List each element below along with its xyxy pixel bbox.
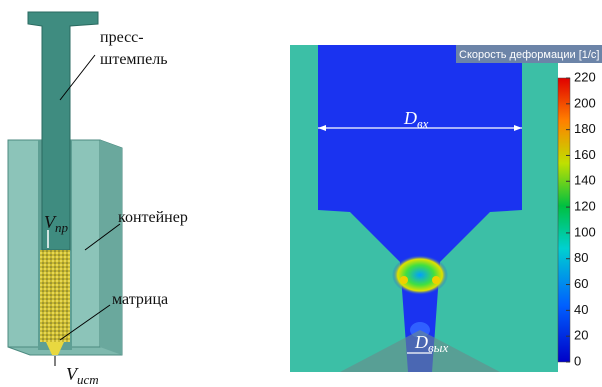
colorbar-tick-label: 220 bbox=[574, 69, 596, 84]
container-label: контейнер bbox=[118, 209, 188, 226]
colorbar-tick-label: 180 bbox=[574, 121, 596, 136]
colorbar-title: Скорость деформации [1/с] bbox=[459, 49, 600, 61]
colorbar-tick-label: 0 bbox=[574, 353, 581, 368]
symbol: D bbox=[403, 108, 417, 128]
colorbar-ticks: 0 20 40 60 80 100 120 140 160 180 200 220 bbox=[566, 69, 596, 368]
colorbar-tick-label: 40 bbox=[574, 302, 588, 317]
colorbar-tick-label: 120 bbox=[574, 199, 596, 214]
figure: пресс- штемпель контейнер матрица Vпр Vи… bbox=[0, 0, 602, 387]
subscript: вых bbox=[428, 340, 448, 355]
press-label: штемпель bbox=[100, 51, 167, 68]
subscript: пр bbox=[55, 220, 69, 235]
colorbar-tick-label: 60 bbox=[574, 276, 588, 291]
colorbar-tick-label: 80 bbox=[574, 250, 588, 265]
die-label: матрица bbox=[112, 291, 168, 308]
colorbar bbox=[558, 78, 570, 362]
subscript: ист bbox=[77, 372, 99, 387]
subscript: вх bbox=[417, 116, 429, 131]
colorbar-tick-label: 200 bbox=[574, 95, 596, 110]
v-out: Vист bbox=[66, 364, 99, 387]
press-label: пресс- bbox=[100, 29, 144, 46]
colorbar-tick-label: 20 bbox=[574, 328, 588, 343]
strain-rate-field bbox=[290, 45, 558, 372]
symbol: D bbox=[414, 332, 428, 352]
colorbar-tick-label: 160 bbox=[574, 147, 596, 162]
colorbar-tick-label: 140 bbox=[574, 173, 596, 188]
colorbar-tick-label: 100 bbox=[574, 224, 596, 239]
